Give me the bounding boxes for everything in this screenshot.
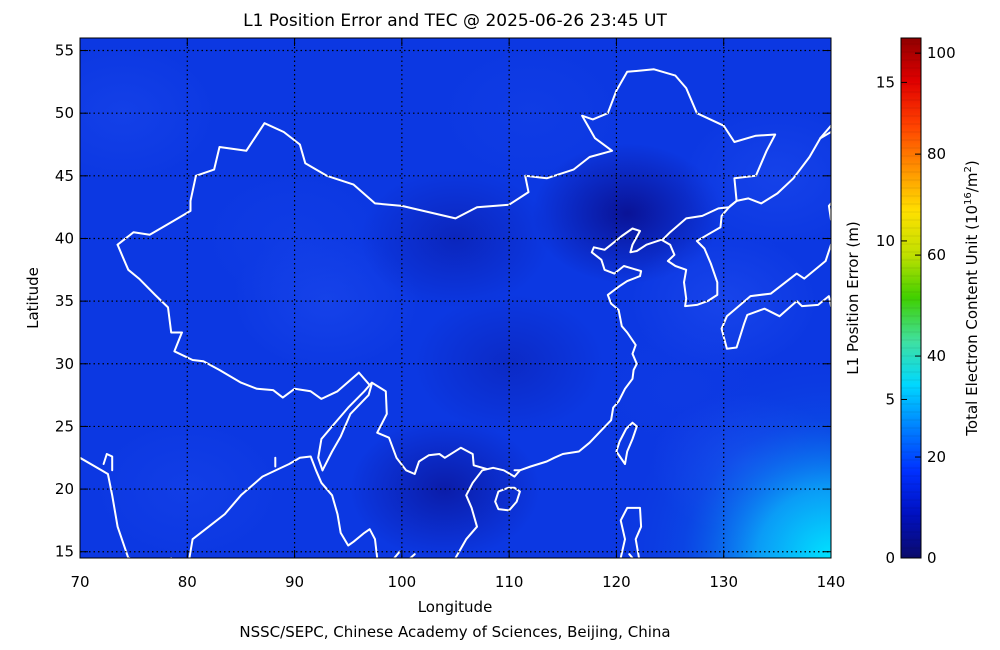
y-tick-label: 35 (55, 292, 74, 310)
coastline-4 (393, 550, 401, 558)
y-tick-label: 15 (55, 543, 74, 561)
colorbar-right-label: Total Electron Content Unit (1016/m2) (963, 160, 981, 436)
coastline-5 (409, 553, 416, 558)
x-tick-label: 110 (495, 573, 524, 591)
colorbar-right-label-mid: /m (963, 173, 981, 193)
colorbar-right-tick-label: 40 (927, 347, 946, 365)
border-6 (116, 243, 183, 334)
tec-sample-5 (414, 293, 605, 434)
colorbar-right-tick-label: 0 (927, 549, 937, 567)
x-tick-label: 120 (602, 573, 631, 591)
y-axis-ticks: 15 20 25 30 35 40 45 50 55 (55, 42, 831, 561)
coastline-1 (80, 456, 130, 558)
colorbar-left-tick-label: 10 (876, 232, 895, 250)
x-tick-label: 100 (388, 573, 417, 591)
coastline-10 (619, 506, 643, 558)
colorbar-left-tick-label: 5 (885, 390, 895, 408)
colorbar-right-label-main: Total Electron Content Unit (10 (963, 205, 981, 437)
y-tick-label: 25 (55, 417, 74, 435)
colorbar-right-tick-label: 100 (927, 44, 956, 62)
coastline-2 (102, 453, 114, 472)
y-axis-label: Latitude (24, 267, 42, 329)
colorbar-gradient (901, 38, 921, 558)
coastline-3 (188, 455, 379, 558)
border-5 (116, 68, 777, 246)
x-tick-label: 140 (817, 573, 846, 591)
colorbar-right-label-sup2: 2 (963, 166, 974, 172)
colorbar-left-tick-label: 15 (876, 73, 895, 91)
map-outlines (80, 68, 831, 558)
x-tick-label: 130 (709, 573, 738, 591)
coastline-9 (615, 421, 638, 465)
y-tick-label: 40 (55, 229, 74, 247)
colorbar-ticks: 0 5 10 15 0 20 40 60 80 100 (876, 44, 956, 567)
coastline-6 (454, 131, 831, 558)
grid-lines (80, 38, 831, 558)
y-tick-label: 55 (55, 42, 74, 60)
coastline-12 (827, 201, 831, 221)
x-tick-label: 70 (70, 573, 89, 591)
chart-title: L1 Position Error and TEC @ 2025-06-26 2… (243, 11, 667, 31)
border-8 (819, 124, 831, 140)
coastline-8 (494, 486, 521, 512)
y-tick-label: 45 (55, 167, 74, 185)
tec-sample-4 (360, 168, 551, 309)
y-tick-label: 30 (55, 355, 74, 373)
colorbar-fill (901, 38, 921, 558)
x-axis-label: Longitude (418, 598, 493, 616)
y-tick-label: 50 (55, 104, 74, 122)
tec-field-cyan-region (620, 360, 831, 558)
y-tick-label: 20 (55, 480, 74, 498)
colorbar-right-tick-label: 80 (927, 145, 946, 163)
colorbar-left-label: L1 Position Error (m) (844, 221, 862, 375)
colorbar-right-label-end: ) (963, 160, 981, 166)
colorbar-right-tick-label: 20 (927, 448, 946, 466)
colorbar: 0 5 10 15 0 20 40 60 80 100 L1 Position Error (m)… (844, 37, 981, 567)
coastline-11 (720, 243, 831, 350)
plot-frame (79, 37, 832, 559)
tec-field (80, 38, 831, 558)
colorbar-right-label-sup: 16 (963, 192, 974, 205)
x-tick-label: 90 (285, 573, 304, 591)
border-4 (321, 382, 373, 472)
colorbar-right-tick-label: 60 (927, 246, 946, 264)
colorbar-frame (900, 37, 922, 559)
footer-credit: NSSC/SEPC, Chinese Academy of Sciences, … (239, 623, 670, 641)
border-7 (173, 331, 371, 400)
x-axis-ticks: 70 80 90 100 110 120 130 140 (70, 38, 845, 591)
border-3 (317, 381, 488, 475)
coastline-13 (628, 553, 634, 558)
x-tick-label: 80 (178, 573, 197, 591)
colorbar-left-tick-label: 0 (885, 549, 895, 567)
